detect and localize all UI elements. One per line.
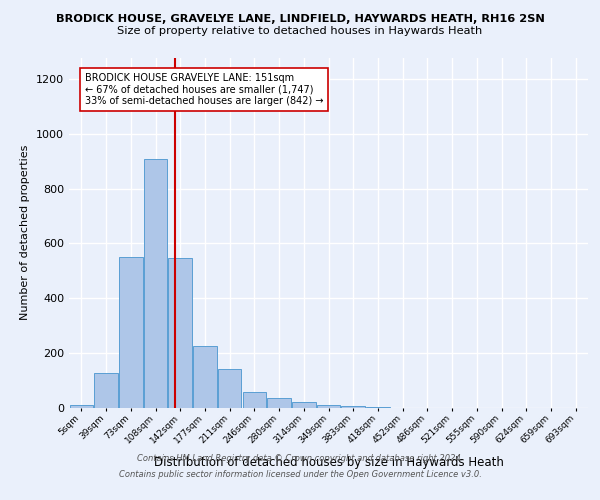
Text: Contains HM Land Registry data © Crown copyright and database right 2024.: Contains HM Land Registry data © Crown c… (137, 454, 463, 463)
Bar (169, 258, 192, 408)
Text: Size of property relative to detached houses in Haywards Heath: Size of property relative to detached ho… (118, 26, 482, 36)
Bar (292, 402, 316, 407)
Bar (119, 257, 143, 408)
Text: BRODICK HOUSE GRAVELYE LANE: 151sqm
← 67% of detached houses are smaller (1,747): BRODICK HOUSE GRAVELYE LANE: 151sqm ← 67… (85, 73, 323, 106)
Text: BRODICK HOUSE, GRAVELYE LANE, LINDFIELD, HAYWARDS HEATH, RH16 2SN: BRODICK HOUSE, GRAVELYE LANE, LINDFIELD,… (56, 14, 544, 24)
Bar (144, 158, 167, 408)
Bar (94, 374, 118, 408)
X-axis label: Distribution of detached houses by size in Haywards Heath: Distribution of detached houses by size … (154, 456, 503, 469)
Bar (70, 405, 93, 407)
Bar (341, 406, 365, 408)
Y-axis label: Number of detached properties: Number of detached properties (20, 145, 31, 320)
Bar (193, 346, 217, 408)
Bar (366, 407, 389, 408)
Text: Contains public sector information licensed under the Open Government Licence v3: Contains public sector information licen… (119, 470, 481, 479)
Bar (317, 405, 340, 407)
Bar (242, 392, 266, 407)
Bar (268, 398, 291, 407)
Bar (218, 369, 241, 408)
